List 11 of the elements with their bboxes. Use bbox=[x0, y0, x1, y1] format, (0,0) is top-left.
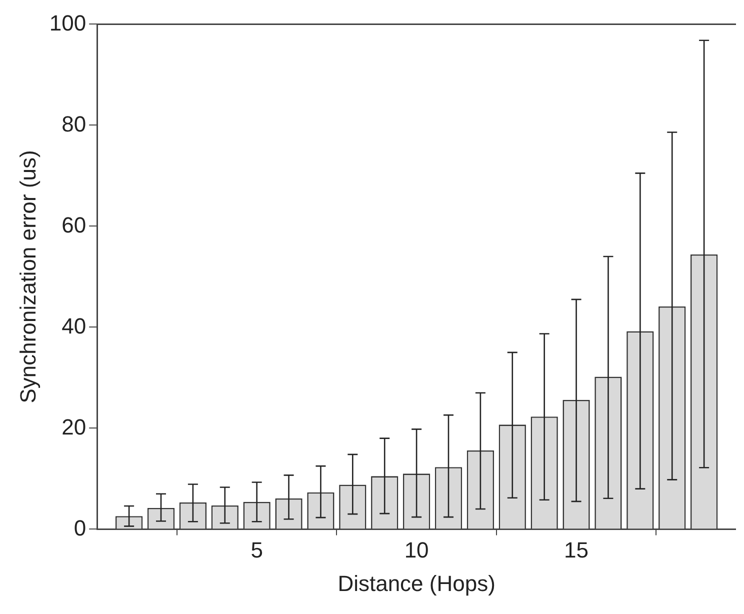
x-tick-label: 10 bbox=[404, 537, 429, 562]
y-tick-label: 100 bbox=[49, 10, 86, 36]
y-tick-label: 60 bbox=[62, 212, 86, 238]
x-tick-label: 5 bbox=[250, 537, 263, 562]
y-axis-title: Synchronization error (us) bbox=[15, 150, 40, 404]
x-tick-label: 15 bbox=[564, 537, 589, 562]
x-axis-title: Distance (Hops) bbox=[338, 570, 496, 596]
y-tick-label: 20 bbox=[62, 414, 86, 440]
y-tick-label: 40 bbox=[62, 313, 86, 338]
y-tick-label: 80 bbox=[62, 111, 86, 136]
y-tick-label: 0 bbox=[74, 515, 86, 540]
